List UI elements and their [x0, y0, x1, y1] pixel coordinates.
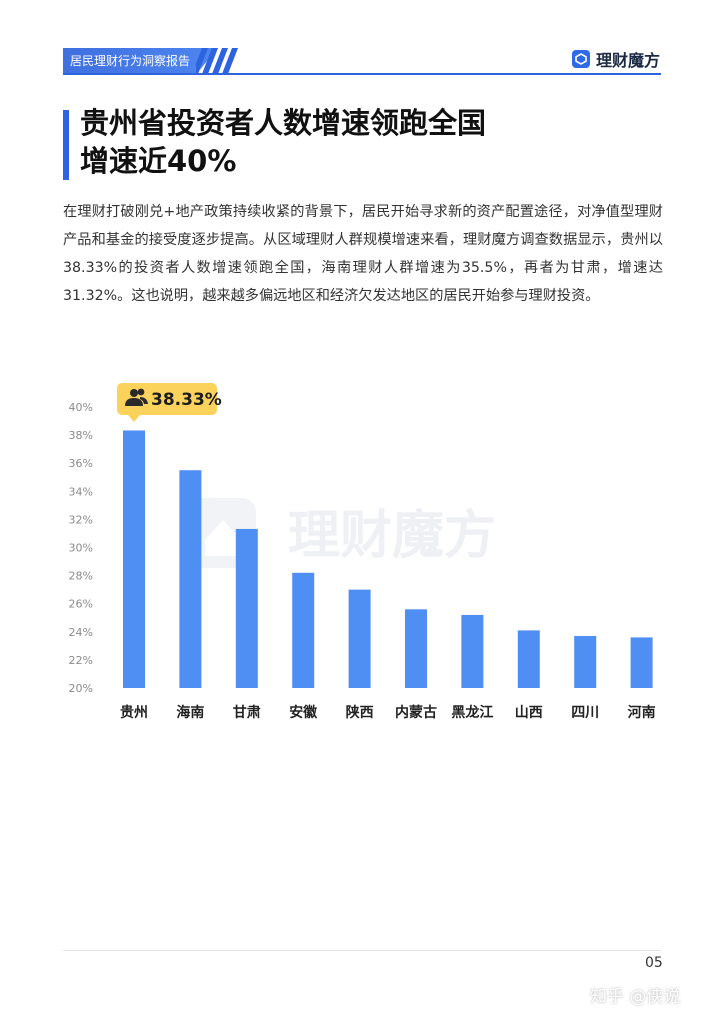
- x-tick-label: 安徽: [289, 704, 318, 721]
- bar-2: [179, 470, 202, 688]
- brand-logo: 理财魔方: [572, 47, 660, 71]
- users-icon: [125, 388, 148, 406]
- y-tick-label: 28%: [69, 570, 93, 583]
- x-tick-label: 陕西: [346, 704, 374, 721]
- y-tick-label: 32%: [69, 513, 93, 526]
- bar-chart: 理财魔方 20% 22% 24% 26% 28% 30% 32% 34% 36% 38% 40% 贵…: [69, 383, 656, 721]
- title-accent-bar: [63, 110, 69, 180]
- header-band: [63, 48, 218, 74]
- brand-cube-icon: [572, 50, 590, 68]
- bar-9: [574, 636, 597, 688]
- y-tick-label: 34%: [69, 485, 93, 498]
- x-tick-label: 山西: [515, 705, 543, 721]
- x-tick-label: 贵州: [120, 704, 148, 721]
- bars: [123, 430, 653, 688]
- x-tick-label: 甘肃: [233, 704, 261, 721]
- footer-rule: [63, 950, 661, 951]
- x-tick-label: 海南: [176, 704, 204, 721]
- title-line-1: 贵州省投资者人数增速领跑全国: [80, 106, 487, 140]
- bar-8: [517, 630, 540, 688]
- header-stripes: [196, 48, 238, 74]
- page-title: 贵州省投资者人数增速领跑全国 增速近40%: [80, 104, 640, 180]
- page-number: 05: [645, 955, 663, 971]
- y-tick-label: 30%: [69, 542, 93, 555]
- y-tick-label: 20%: [69, 682, 93, 695]
- y-axis: 20% 22% 24% 26% 28% 30% 32% 34% 36% 38% 40%: [69, 401, 93, 695]
- title-line-2: 增速近40%: [80, 144, 237, 178]
- x-axis-labels: 贵州 海南 甘肃 安徽 陕西 内蒙古 黑龙江 山西 四川 河南: [120, 704, 656, 721]
- callout-label: 38.33%: [151, 390, 222, 410]
- x-tick-label: 四川: [571, 705, 599, 721]
- bar-5: [348, 589, 371, 688]
- y-tick-label: 36%: [69, 457, 93, 470]
- bar-10: [630, 637, 653, 688]
- x-tick-label: 内蒙古: [395, 704, 437, 721]
- bar-6: [405, 609, 427, 688]
- x-tick-label: 黑龙江: [451, 704, 493, 721]
- y-tick-label: 24%: [69, 626, 93, 639]
- bar-3: [235, 528, 258, 688]
- watermark-text: 理财魔方: [288, 506, 496, 566]
- header-rule: [63, 73, 661, 75]
- x-tick-label: 河南: [628, 704, 656, 721]
- body-paragraph: 在理财打破刚兑+地产政策持续收紧的背景下，居民开始寻求新的资产配置途径，对净值型…: [63, 204, 663, 304]
- y-tick-label: 22%: [69, 654, 93, 667]
- bar-7: [461, 614, 484, 688]
- y-tick-label: 38%: [69, 429, 93, 442]
- bar-1: [123, 430, 145, 688]
- brand-name: 理财魔方: [596, 51, 661, 70]
- callout-pointer: [128, 415, 140, 422]
- callout: 38.33%: [117, 383, 222, 422]
- y-tick-label: 40%: [69, 401, 93, 414]
- report-title: 居民理财行为洞察报告: [70, 54, 191, 68]
- zhihu-attribution: 知乎 @侠说: [590, 987, 681, 1007]
- y-tick-label: 26%: [69, 598, 93, 611]
- bar-4: [292, 572, 315, 688]
